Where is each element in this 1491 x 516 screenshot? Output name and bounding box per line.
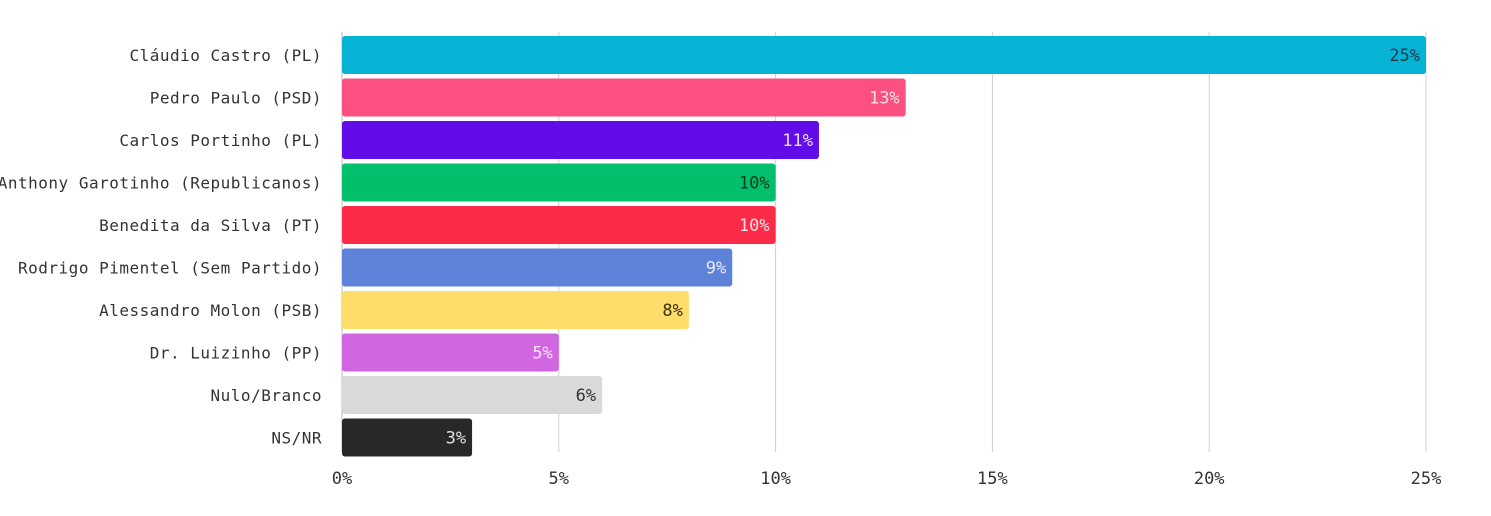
bars: 25% 13% 11% 10% 10% 9% 8% 5% 6% 3% <box>342 36 1426 457</box>
x-tick-label: 25% <box>1411 469 1442 489</box>
bar-value-label: 11% <box>782 131 813 151</box>
x-tick-label: 15% <box>977 469 1008 489</box>
bar-value-label: 25% <box>1389 46 1420 66</box>
category-label: Anthony Garotinho (Republicanos) <box>0 174 322 193</box>
bar <box>342 333 559 372</box>
category-label: Nulo/Branco <box>211 386 322 405</box>
x-axis-tick-labels: 0% 5% 10% 15% 20% 25% <box>332 469 1442 489</box>
bar <box>342 36 1426 74</box>
bar-value-label: 10% <box>739 174 770 194</box>
x-tick-label: 5% <box>549 469 569 489</box>
category-label: Cláudio Castro (PL) <box>129 46 322 65</box>
category-label: Carlos Portinho (PL) <box>119 131 322 150</box>
x-tick-label: 0% <box>332 469 352 489</box>
bar <box>342 291 689 329</box>
bar-value-label: 13% <box>869 89 900 109</box>
bar <box>342 206 776 244</box>
x-tick-label: 10% <box>760 469 791 489</box>
bar <box>342 418 473 457</box>
bar-value-label: 9% <box>706 259 726 279</box>
bar <box>342 376 603 414</box>
category-label: Dr. Luizinho (PP) <box>150 344 322 363</box>
bar-value-label: 5% <box>532 344 552 364</box>
bar <box>342 163 776 202</box>
bar-value-label: 3% <box>446 429 466 449</box>
category-label: Pedro Paulo (PSD) <box>150 89 322 108</box>
category-label: Benedita da Silva (PT) <box>99 216 322 235</box>
bar-value-label: 6% <box>576 386 596 406</box>
bar <box>342 121 819 159</box>
bar <box>342 78 906 117</box>
category-label: Rodrigo Pimentel (Sem Partido) <box>18 259 322 278</box>
category-labels: Cláudio Castro (PL) Pedro Paulo (PSD) Carl… <box>0 46 322 448</box>
bar-value-label: 10% <box>739 216 770 236</box>
bar <box>342 248 733 287</box>
category-label: Alessandro Molon (PSB) <box>99 301 322 320</box>
category-label: NS/NR <box>271 429 322 448</box>
bar-value-label: 8% <box>662 301 682 321</box>
x-tick-label: 20% <box>1194 469 1225 489</box>
